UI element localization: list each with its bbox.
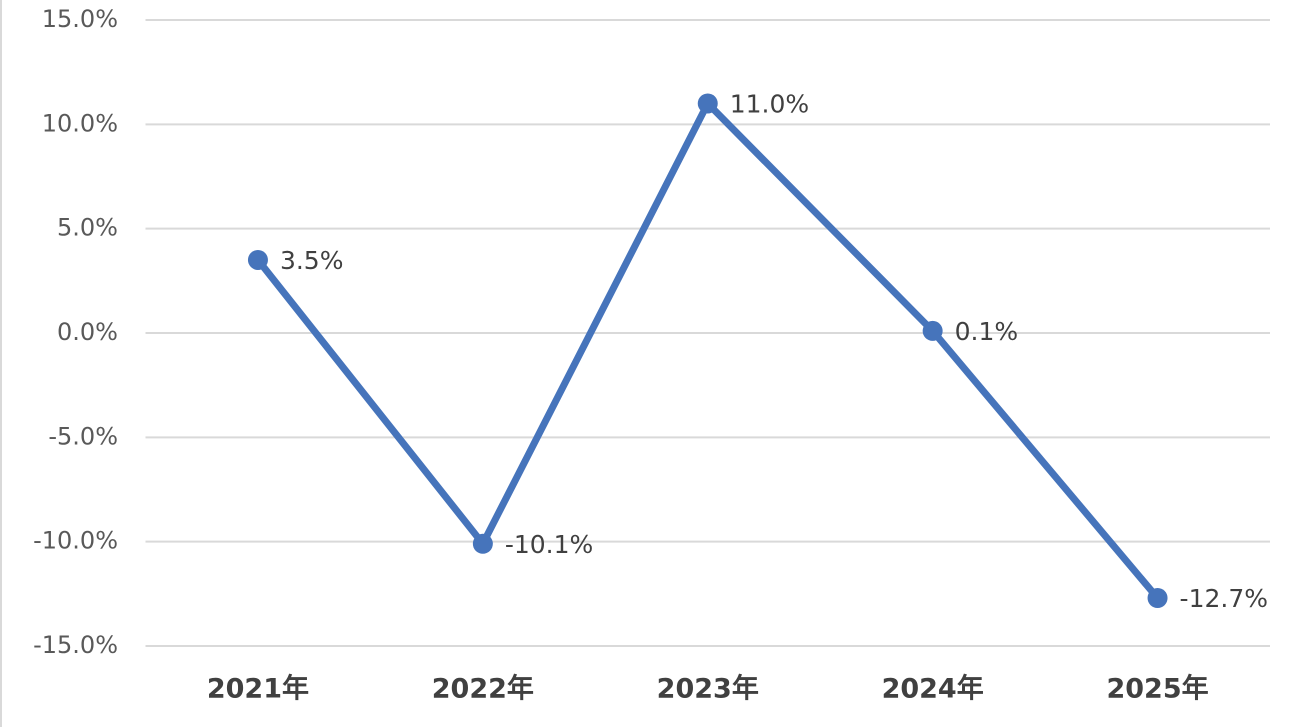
x-tick-label: 2024年	[882, 673, 984, 705]
y-tick-label: -10.0%	[33, 527, 118, 555]
y-tick-label: 0.0%	[57, 318, 118, 346]
x-tick-label: 2022年	[432, 673, 534, 705]
x-tick-label: 2025年	[1106, 673, 1208, 705]
point	[247, 249, 268, 270]
value-label: -12.7%	[1180, 584, 1268, 613]
value-label: 3.5%	[280, 246, 344, 275]
value-label: 0.1%	[955, 317, 1019, 346]
y-tick-label: -5.0%	[48, 422, 118, 450]
x-tick-label: 2021年	[207, 673, 309, 705]
point	[697, 93, 718, 114]
y-tick-label: 5.0%	[57, 214, 118, 242]
point	[922, 320, 943, 341]
point	[1147, 588, 1168, 609]
y-tick-label: 15.0%	[42, 5, 118, 33]
y-tick-label: 10.0%	[42, 109, 118, 137]
y-tick-label: -15.0%	[33, 631, 118, 659]
value-label: 11.0%	[730, 89, 809, 118]
x-tick-label: 2023年	[657, 673, 759, 705]
value-label: -10.1%	[505, 530, 593, 559]
point	[472, 533, 493, 554]
